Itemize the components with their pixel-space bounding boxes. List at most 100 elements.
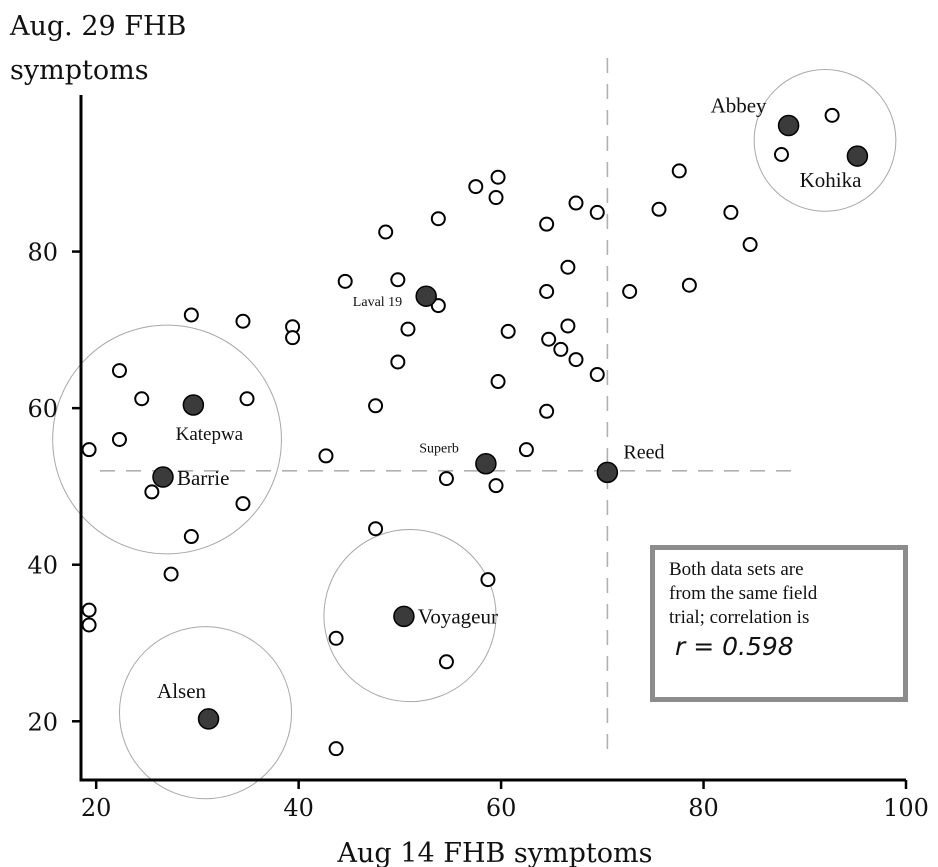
data-point-24: [400, 321, 416, 337]
correlation-value: r = 0.598: [675, 632, 794, 661]
data-point-53: [742, 237, 758, 253]
data-point-22: [390, 272, 406, 288]
note-line-1: Both data sets are: [669, 559, 804, 580]
point-label-superb: Superb: [419, 442, 459, 457]
x-tick-label-40: 40: [283, 794, 314, 822]
y-tick-label-80: 80: [27, 239, 58, 267]
data-points: [81, 107, 840, 757]
axes: [72, 95, 908, 789]
data-point-47: [589, 366, 605, 382]
data-point-36: [518, 442, 534, 458]
data-point-54: [773, 146, 789, 162]
x-axis-title: Aug 14 FHB symptoms: [337, 838, 653, 867]
data-point-16: [328, 630, 344, 646]
data-point-14: [285, 330, 301, 346]
data-point-42: [560, 259, 576, 275]
data-point-49: [651, 201, 667, 217]
highlight-point-alsen: [197, 708, 220, 730]
data-point-40: [541, 331, 557, 347]
data-point-3: [111, 363, 127, 379]
data-point-7: [163, 566, 179, 582]
data-point-18: [337, 273, 353, 289]
data-point-28: [438, 654, 454, 670]
data-point-43: [560, 318, 576, 334]
data-point-0: [81, 442, 97, 458]
data-point-25: [430, 211, 446, 227]
note-line-3: trial; correlation is: [669, 607, 810, 628]
data-point-44: [568, 195, 584, 211]
data-point-48: [622, 283, 638, 299]
x-tick-label-80: 80: [688, 794, 719, 822]
correlation-note: Both data sets are from the same field t…: [650, 545, 908, 702]
data-point-37: [539, 216, 555, 232]
data-point-50: [671, 163, 687, 179]
x-tick-label-100: 100: [883, 794, 929, 822]
point-label-katepwa: Katepwa: [176, 424, 244, 445]
highlight-point-voyageur: [393, 605, 415, 628]
cluster-circle-1: [52, 324, 282, 555]
data-point-8: [183, 307, 199, 323]
highlighted-points: [152, 114, 869, 730]
data-point-19: [368, 398, 384, 414]
point-label-laval-19: Laval 19: [353, 295, 402, 310]
data-point-51: [681, 277, 697, 293]
data-point-27: [438, 471, 454, 487]
data-point-45: [568, 352, 584, 368]
data-point-34: [490, 374, 506, 390]
data-point-1: [81, 602, 97, 618]
data-point-55: [824, 107, 840, 123]
data-point-52: [723, 204, 739, 220]
data-point-23: [390, 354, 406, 370]
point-label-voyageur: Voyageur: [418, 604, 498, 628]
point-label-barrie: Barrie: [177, 466, 229, 490]
note-line-2: from the same field: [669, 583, 818, 604]
reference-lines: [100, 58, 800, 752]
data-point-32: [488, 478, 504, 494]
highlight-point-superb: [475, 452, 497, 475]
x-tick-label-20: 20: [81, 794, 112, 822]
y-tick-label-40: 40: [27, 552, 58, 580]
point-label-abbey: Abbey: [711, 94, 767, 118]
point-labels: Abbey Kohika Laval 19 Katepwa Barrie Superb Re…: [157, 94, 862, 703]
cluster-circles: [52, 69, 897, 800]
data-point-6: [144, 484, 160, 500]
data-point-41: [553, 341, 569, 357]
data-point-15: [318, 448, 334, 464]
highlight-point-barrie: [152, 466, 174, 488]
cluster-circle-3: [118, 626, 293, 800]
data-point-21: [378, 224, 394, 240]
y-tick-label-20: 20: [27, 708, 58, 736]
data-point-29: [468, 179, 484, 195]
point-label-reed: Reed: [623, 441, 664, 463]
data-point-33: [490, 169, 506, 185]
data-point-12: [239, 391, 255, 407]
highlight-point-katepwa: [182, 394, 205, 416]
cluster-circle-2: [323, 529, 497, 703]
data-point-46: [589, 204, 605, 220]
highlight-point-abbey: [777, 114, 800, 137]
y-axis-title-line-2: symptoms: [10, 55, 149, 86]
data-point-26: [430, 298, 446, 314]
y-axis-title-line-1: Aug. 29 FHB: [9, 11, 186, 42]
x-tick-label-60: 60: [486, 794, 517, 822]
data-point-20: [368, 521, 384, 537]
data-point-10: [235, 313, 251, 329]
data-point-17: [328, 741, 344, 757]
data-point-31: [488, 190, 504, 206]
highlight-point-kohika: [846, 145, 869, 167]
highlight-point-laval-19: [415, 285, 437, 307]
data-point-5: [134, 391, 150, 407]
point-label-alsen: Alsen: [157, 679, 206, 703]
data-point-38: [539, 283, 555, 299]
point-label-kohika: Kohika: [800, 168, 863, 192]
y-tick-label-60: 60: [27, 395, 58, 423]
data-point-11: [235, 496, 251, 512]
data-point-2: [81, 617, 97, 633]
data-point-9: [183, 529, 199, 545]
highlight-point-reed: [596, 461, 619, 484]
data-point-30: [480, 572, 496, 588]
tick-labels: 20 40 60 80 100 20 40 60 80: [27, 239, 928, 822]
data-point-39: [539, 403, 555, 419]
data-point-4: [111, 431, 127, 447]
